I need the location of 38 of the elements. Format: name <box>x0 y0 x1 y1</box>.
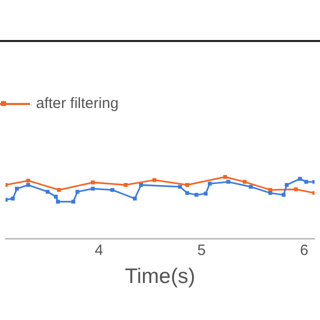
point <box>226 180 230 184</box>
point <box>54 194 58 199</box>
point <box>304 180 308 184</box>
point <box>110 188 114 192</box>
point <box>26 178 30 183</box>
point <box>185 191 190 195</box>
point <box>248 184 253 189</box>
point <box>57 188 61 192</box>
x-tick-label: 6 <box>300 242 308 259</box>
point <box>46 190 50 194</box>
point <box>14 186 19 191</box>
point <box>90 180 95 184</box>
point <box>90 186 95 191</box>
point <box>75 190 80 194</box>
x-axis-title: Time(s) <box>124 265 196 288</box>
point <box>71 200 76 204</box>
point <box>56 200 60 204</box>
legend-label: after filtering <box>36 95 119 112</box>
point <box>294 187 298 192</box>
point <box>152 178 156 182</box>
point <box>10 196 15 201</box>
point <box>132 196 137 201</box>
point <box>124 183 128 187</box>
point <box>204 192 208 196</box>
point <box>223 174 228 179</box>
point <box>282 192 286 197</box>
point <box>185 183 190 187</box>
point <box>194 192 198 197</box>
point <box>284 183 289 187</box>
x-tick-label: 5 <box>197 242 206 259</box>
point <box>178 184 182 189</box>
point <box>298 176 302 181</box>
point <box>26 183 30 187</box>
point <box>139 183 143 187</box>
point <box>242 180 247 184</box>
point <box>268 191 272 195</box>
point <box>208 182 212 186</box>
x-tick-label: 4 <box>94 242 104 259</box>
